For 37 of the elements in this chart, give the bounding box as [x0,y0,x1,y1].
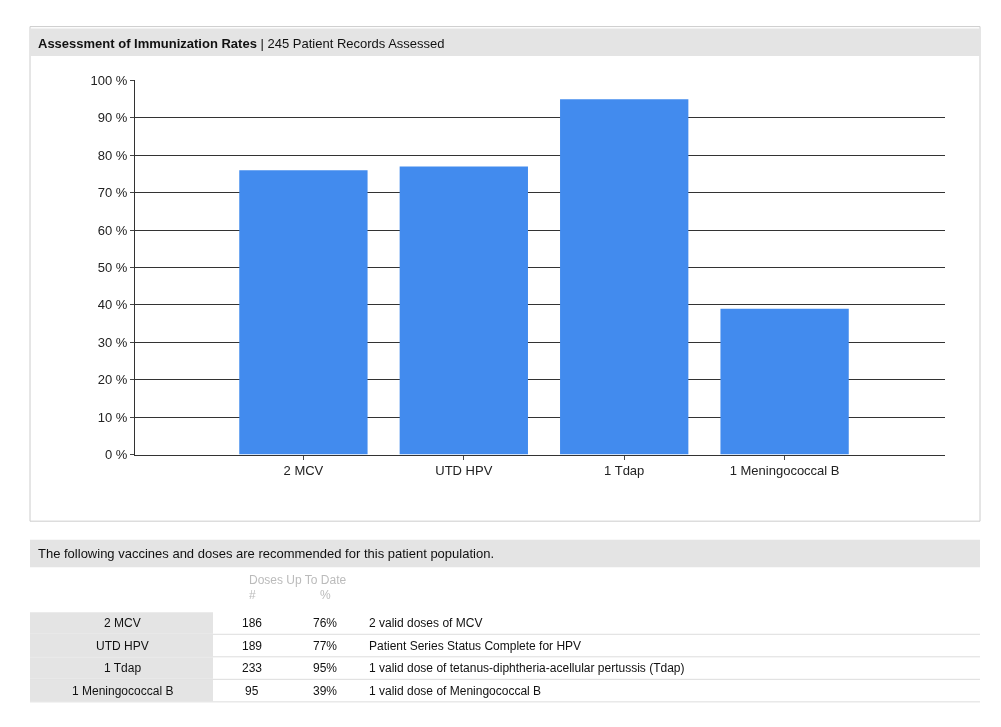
y-tick-label: 0 % [104,447,128,463]
y-tick-label: 20 % [97,372,128,388]
text: Patient Series Status Complete for HPV [369,639,582,653]
text: 76% [313,616,338,630]
text: The following vaccines and doses are recommended for this patient population. [38,546,494,561]
text: 95% [313,661,338,675]
text: % [320,588,331,602]
text: Doses Up To Date [249,573,347,587]
text: 39% [313,684,338,698]
text: 1 valid dose of Meningococcal B [369,684,542,698]
y-tick-label: 60 % [97,222,128,238]
y-tick-label: 90 % [97,110,128,126]
y-tick-label: 80 % [97,147,128,163]
x-tick-label: 1 Meningococcal B [729,463,840,479]
x-tick-label: 2 MCV [283,463,324,479]
category-label: 1 Meningococcal B [72,684,174,698]
text: 95 [245,684,259,698]
text: 233 [242,661,263,675]
y-tick-label: 100 % [90,73,128,88]
text: 2 valid doses of MCV [369,616,483,630]
y-tick-label: 10 % [97,409,128,425]
text: 186 [242,616,263,630]
chart-title: Assessment of Immunization Rates [38,36,257,51]
x-tick-label: 1 Tdap [604,463,645,479]
category-label: UTD HPV [96,639,149,653]
chart-subtitle: | 245 Patient Records Assessed [260,36,445,51]
x-tick-label: UTD HPV [435,463,493,479]
y-tick-label: 30 % [97,334,128,350]
y-tick-label: 50 % [97,260,128,276]
text: 189 [242,639,263,653]
text: 77% [313,639,338,653]
y-tick-label: 70 % [97,185,128,201]
y-tick-label: 40 % [97,297,128,313]
category-label: 2 MCV [104,616,141,630]
category-label: 1 Tdap [104,661,142,675]
text: 1 valid dose of tetanus-diphtheria-acellular pertussis (Tdap) [369,661,685,675]
text: # [249,588,256,602]
